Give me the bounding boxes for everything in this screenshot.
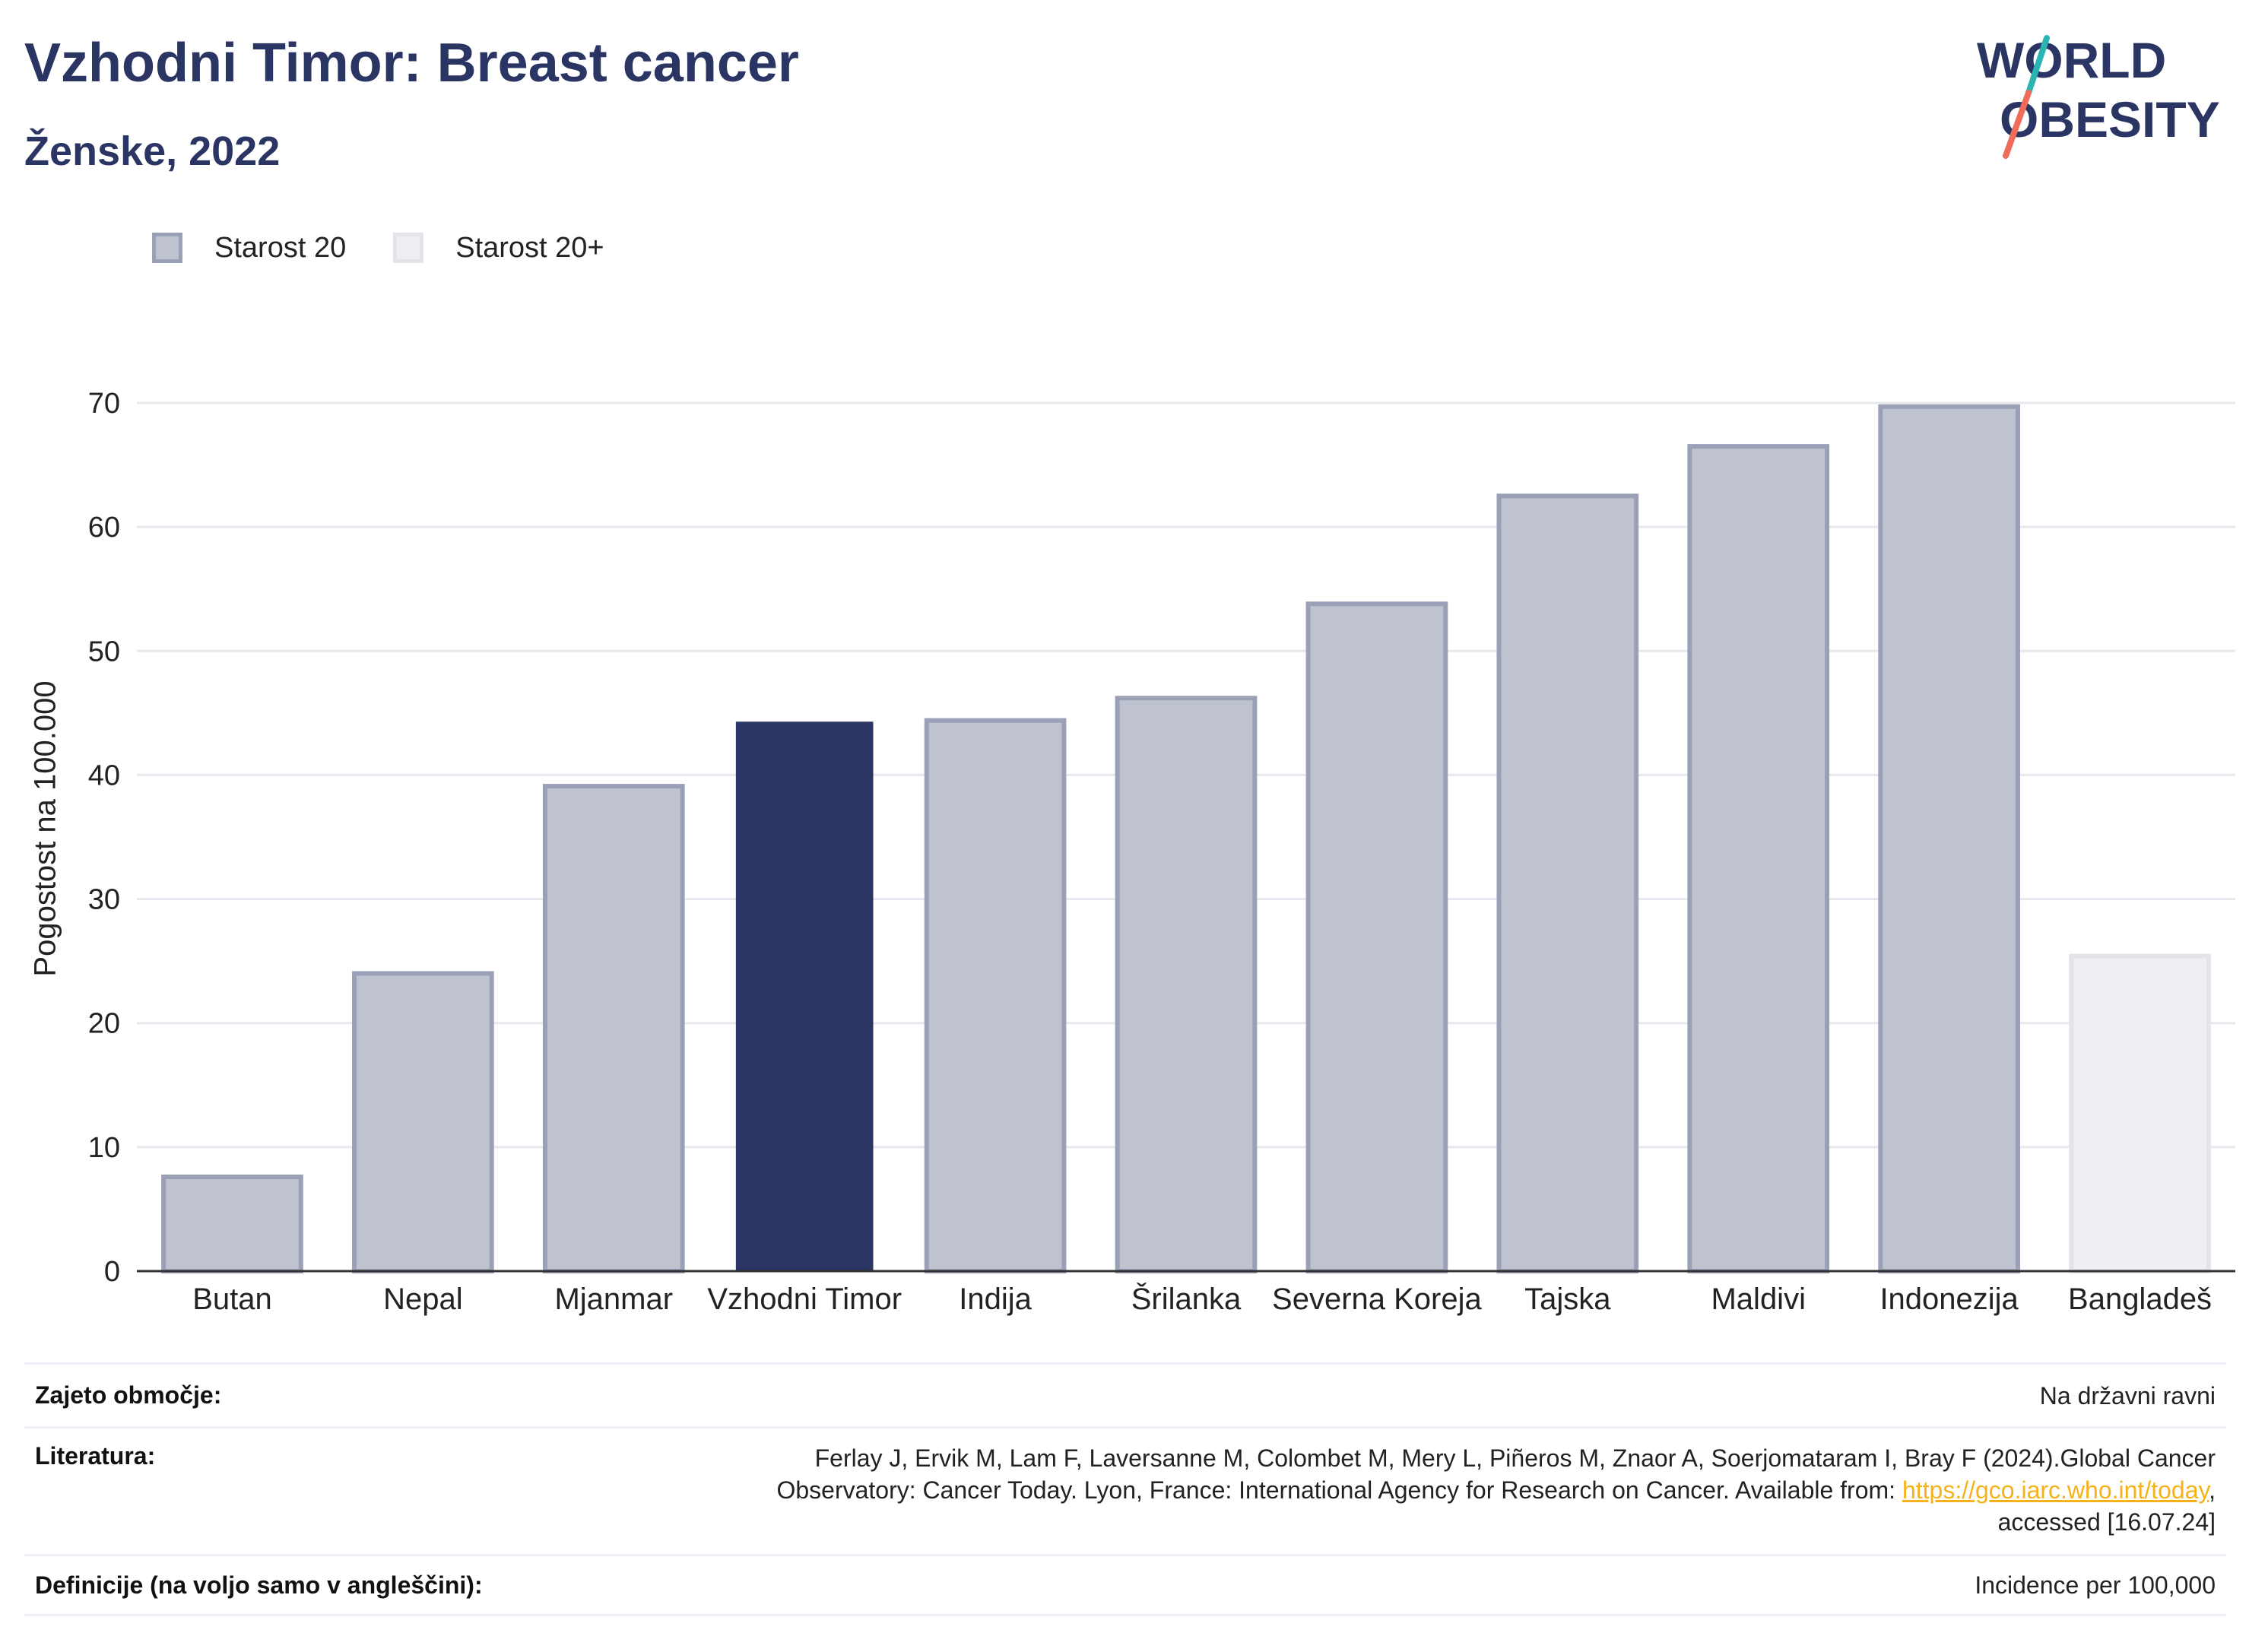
legend-label: Starost 20 (214, 231, 347, 264)
bar-7 (1496, 493, 1639, 1273)
info-value: Na državni ravni (2039, 1381, 2216, 1409)
x-tick-label: Severna Koreja (1272, 1283, 1482, 1316)
info-row-literature: Literatura: Ferlay J, Ervik M, Lam F, La… (24, 1426, 2226, 1554)
y-tick-label: 40 (88, 759, 120, 791)
bar-9 (1878, 404, 2020, 1273)
logo-slash-top (2025, 35, 2050, 96)
info-value: Incidence per 100,000 (1975, 1571, 2216, 1599)
bar-2 (542, 784, 685, 1273)
bar-1 (352, 971, 494, 1273)
x-tick-label: Butan (192, 1283, 272, 1316)
world-obesity-logo: WORLD OBESITY (1977, 32, 2220, 159)
source-link[interactable]: https://gco.iarc.who.int/today (1902, 1476, 2209, 1504)
y-tick-label: 60 (88, 512, 120, 544)
chart-legend: Starost 20 Starost 20+ (152, 225, 652, 271)
y-tick-label: 0 (104, 1256, 120, 1288)
bar-8 (1687, 444, 1830, 1273)
literature-line1: Ferlay J, Ervik M, Lam F, Laversanne M, … (814, 1444, 2216, 1472)
x-tick-label: Maldivi (1711, 1283, 1805, 1316)
info-value: Ferlay J, Ervik M, Lam F, Laversanne M, … (776, 1442, 2226, 1554)
info-key: Literatura: (35, 1442, 156, 1470)
y-axis-label: Pogostost na 100.000 (28, 680, 62, 977)
bar-4 (924, 718, 1067, 1273)
bar-5 (1115, 696, 1258, 1273)
literature-line2-text: Observatory: Cancer Today. Lyon, France:… (776, 1476, 1902, 1504)
bar-10 (2069, 953, 2211, 1274)
legend-swatch-starost-20 (152, 233, 182, 263)
x-tick-label: Indonezija (1879, 1283, 2019, 1316)
x-tick-label: Nepal (383, 1283, 463, 1316)
literature-line2: Observatory: Cancer Today. Lyon, France:… (776, 1474, 2216, 1506)
bar-0 (161, 1175, 303, 1274)
x-tick-label: Vzhodni Timor (707, 1283, 902, 1316)
x-tick-label: Mjanmar (554, 1283, 673, 1316)
x-tick-label: Šrilanka (1131, 1282, 1242, 1316)
x-tick-label: Bangladeš (2068, 1283, 2212, 1316)
legend-label: Starost 20+ (455, 231, 604, 264)
literature-line2-end: , (2209, 1476, 2216, 1504)
logo-line2: OBESITY (2000, 91, 2220, 147)
x-tick-label: Tajska (1524, 1283, 1611, 1316)
literature-line3: accessed [16.07.24] (1997, 1508, 2216, 1536)
y-tick-label: 70 (88, 388, 120, 420)
bar-3 (735, 721, 874, 1271)
legend-swatch-starost-20-plus (393, 233, 424, 263)
legend-item-starost-20-plus[interactable]: Starost 20+ (393, 232, 604, 265)
logo-slash-bottom (2003, 90, 2032, 159)
info-row-definitions: Definicije (na voljo samo v angleščini):… (24, 1554, 2226, 1616)
bar-6 (1305, 601, 1448, 1273)
y-tick-label: 50 (88, 636, 120, 667)
chart-title: Vzhodni Timor: Breast cancer (24, 33, 799, 94)
y-tick-label: 10 (88, 1132, 120, 1164)
info-key: Zajeto območje: (35, 1381, 222, 1409)
legend-item-starost-20[interactable]: Starost 20 (152, 232, 346, 265)
y-tick-label: 30 (88, 884, 120, 916)
info-key: Definicije (na voljo samo v angleščini): (35, 1571, 483, 1599)
y-tick-label: 20 (88, 1008, 120, 1040)
chart-subtitle: Ženske, 2022 (24, 128, 281, 174)
x-tick-label: Indija (959, 1283, 1032, 1316)
logo-line1: WORLD (1977, 32, 2166, 88)
info-table: Zajeto območje: Na državni ravni Literat… (24, 1362, 2226, 1616)
info-row-coverage: Zajeto območje: Na državni ravni (24, 1362, 2226, 1426)
bar-chart: 0 10 20 30 40 50 60 70 Butan Nepal Mjanmar Vzhodni … (88, 388, 2235, 1316)
